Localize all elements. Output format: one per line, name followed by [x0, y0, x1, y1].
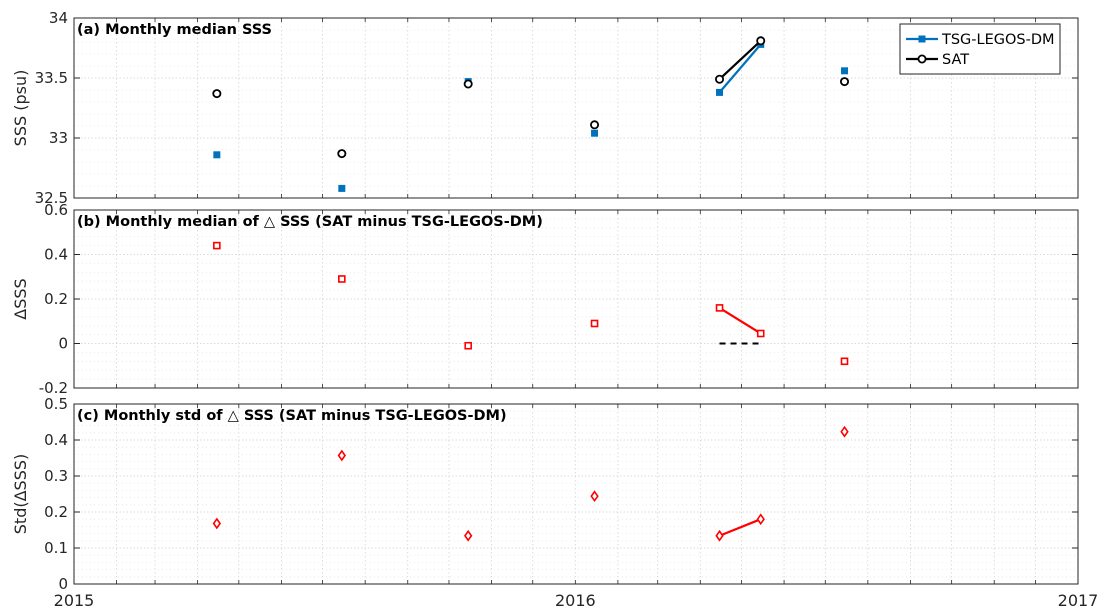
legend-box — [899, 23, 1061, 75]
data-point — [840, 425, 849, 438]
series-line — [719, 518, 762, 537]
data-point — [840, 77, 850, 87]
y-tick-label: 34 — [49, 9, 68, 27]
data-point — [213, 241, 221, 250]
y-tick-label: 0.4 — [44, 246, 68, 264]
series-delta-c — [212, 425, 849, 542]
data-point — [590, 120, 600, 130]
series-line — [718, 306, 762, 335]
data-point — [756, 36, 766, 46]
data-point — [337, 449, 347, 462]
panel-title: (c) Monthly std of △ SSS (SAT minus TSG-… — [77, 408, 507, 424]
axes-frame — [73, 17, 1079, 199]
legend: TSG-LEGOS-DM SAT — [899, 23, 1061, 75]
data-point — [212, 517, 222, 530]
data-point — [213, 151, 221, 159]
legend-swatch-marker — [917, 54, 927, 64]
y-axis-label: ΔSSS — [11, 278, 30, 319]
axes-frame — [73, 403, 1079, 585]
y-tick-label: 0.3 — [44, 467, 68, 485]
series-line — [718, 39, 762, 81]
y-tick-label: 0 — [58, 335, 68, 353]
y-tick-label: 0 — [58, 575, 68, 593]
series-sat — [212, 36, 850, 159]
y-tick-label: -0.2 — [39, 379, 68, 397]
series-line — [718, 43, 762, 94]
legend-entry-label: TSG-LEGOS-DM — [941, 32, 1055, 48]
y-tick-label: 32.5 — [35, 189, 68, 207]
panel-title: (a) Monthly median SSS — [77, 22, 272, 38]
legend-entry-label: SAT — [942, 52, 969, 68]
y-tick-label: 33.5 — [35, 69, 68, 87]
series-delta-b — [213, 241, 849, 366]
y-axis-label: SSS (psu) — [11, 70, 30, 147]
series-tsg-legos-dm — [213, 40, 849, 192]
data-point — [715, 304, 724, 312]
y-tick-label: 0.1 — [44, 539, 68, 557]
data-point — [591, 129, 599, 137]
data-point — [715, 529, 724, 542]
panel-b: -0.2 0 0.2 0.4 0.6 ΔSSS (b) Monthly median of … — [11, 201, 1079, 397]
data-point — [464, 529, 473, 542]
data-point — [338, 184, 346, 192]
data-point — [716, 88, 724, 96]
panel-c: 0 0.1 0.2 0.3 0.4 0.5 Std(ΔSSS) (c) Monthly std… — [11, 395, 1098, 610]
data-point — [337, 149, 347, 159]
data-point — [715, 74, 725, 84]
data-point — [463, 79, 473, 89]
x-tick-label: 2015 — [54, 591, 95, 610]
y-tick-label: 0.6 — [44, 201, 68, 219]
data-point — [464, 341, 472, 350]
data-point — [841, 67, 849, 75]
y-tick-label: 0.2 — [44, 503, 68, 521]
legend-swatch-marker — [918, 35, 926, 43]
data-point — [756, 329, 765, 338]
y-tick-label: 0.2 — [44, 290, 68, 308]
y-tick-label: 33 — [49, 129, 68, 147]
data-point — [840, 357, 849, 366]
data-point — [212, 89, 222, 99]
x-tick-label: 2016 — [555, 591, 596, 610]
data-point — [590, 319, 599, 328]
data-point — [338, 275, 346, 283]
y-tick-label: 0.5 — [44, 395, 68, 413]
x-tick-label: 2017 — [1058, 591, 1099, 610]
y-tick-label: 0.4 — [44, 431, 68, 449]
axes-frame — [73, 209, 1079, 389]
data-point — [756, 513, 765, 526]
panel-title: (b) Monthly median of △ SSS (SAT minus T… — [77, 214, 543, 230]
panel-a: 32.5 33 33.5 34 SSS (psu) (a) Monthly median … — [11, 9, 1079, 207]
y-axis-label: Std(ΔSSS) — [11, 454, 30, 534]
data-point — [590, 490, 599, 503]
